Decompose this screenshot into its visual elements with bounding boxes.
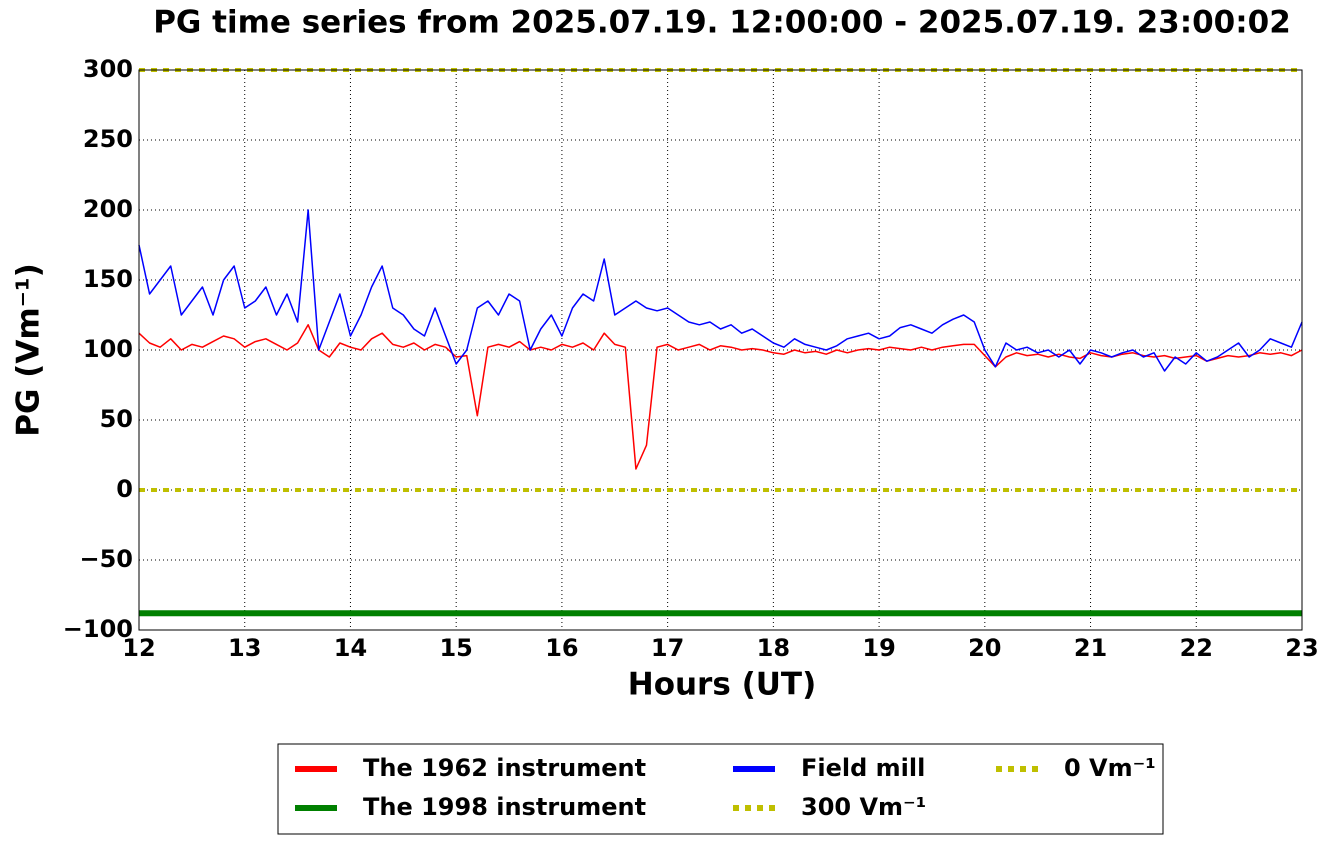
y-tick-label: −100: [63, 615, 133, 643]
y-tick-label: 200: [83, 195, 133, 223]
plot-frame: [138, 69, 1303, 631]
x-tick-label: 21: [1074, 634, 1107, 662]
legend-box: [277, 743, 1164, 835]
y-tick-label: 0: [116, 475, 133, 503]
legend-label: Field mill: [801, 754, 925, 782]
x-tick-label: 22: [1180, 634, 1213, 662]
data-line: [138, 324, 1303, 470]
x-tick-label: 13: [228, 634, 261, 662]
x-tick-label: 15: [439, 634, 472, 662]
x-tick-label: 16: [545, 634, 578, 662]
y-tick-label: 100: [83, 335, 133, 363]
x-tick-label: 18: [757, 634, 790, 662]
y-tick-label: 50: [100, 405, 133, 433]
chart-title: PG time series from 2025.07.19. 12:00:00…: [153, 5, 1291, 41]
x-tick-label: 23: [1285, 634, 1318, 662]
y-tick-label: 250: [83, 125, 133, 153]
y-tick-label: 150: [83, 265, 133, 293]
legend-label: 0 Vm⁻¹: [1064, 754, 1156, 782]
x-tick-label: 17: [651, 634, 684, 662]
y-tick-label: −50: [79, 545, 133, 573]
x-tick-label: 14: [334, 634, 367, 662]
x-tick-label: 20: [968, 634, 1001, 662]
y-tick-label: 300: [83, 55, 133, 83]
x-axis-label: Hours (UT): [628, 667, 817, 703]
data-line: [138, 209, 1303, 372]
x-tick-label: 19: [862, 634, 895, 662]
legend-label: 300 Vm⁻¹: [801, 793, 926, 821]
legend-label: The 1962 instrument: [363, 754, 646, 782]
x-tick-label: 12: [122, 634, 155, 662]
y-axis-label: PG (Vm⁻¹): [11, 263, 47, 437]
legend-label: The 1998 instrument: [363, 793, 646, 821]
